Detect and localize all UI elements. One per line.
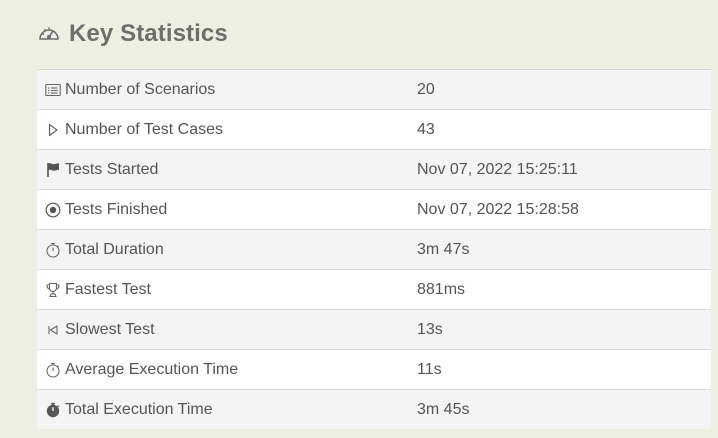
page-title: Key Statistics xyxy=(69,20,228,47)
stat-label: Tests Started xyxy=(65,160,159,178)
list-card-icon xyxy=(45,82,61,98)
skip-back-icon xyxy=(45,322,61,338)
stat-value: 20 xyxy=(417,80,435,98)
stat-label: Tests Finished xyxy=(65,200,168,218)
flag-icon xyxy=(45,162,61,178)
stat-value: 3m 45s xyxy=(417,400,470,418)
table-row: Total Execution Time 3m 45s xyxy=(37,390,711,429)
stat-value: Nov 07, 2022 15:25:11 xyxy=(417,160,578,178)
stat-value: 43 xyxy=(417,120,435,138)
table-row: Fastest Test 881ms xyxy=(37,270,711,310)
record-circle-icon xyxy=(45,202,61,218)
stopwatch-filled-icon xyxy=(45,402,61,418)
stopwatch-icon xyxy=(45,242,61,258)
table-row: Number of Scenarios 20 xyxy=(37,70,711,110)
stats-table: Number of Scenarios 20 Number of Test Ca… xyxy=(37,69,711,429)
stat-label: Slowest Test xyxy=(65,320,155,338)
stat-value: 881ms xyxy=(417,280,466,298)
trophy-icon xyxy=(45,282,61,298)
stat-label: Fastest Test xyxy=(65,280,151,298)
table-row: Number of Test Cases 43 xyxy=(37,110,711,150)
table-row: Total Duration 3m 47s xyxy=(37,230,711,270)
table-row: Tests Started Nov 07, 2022 15:25:11 xyxy=(37,150,711,190)
stat-label: Number of Test Cases xyxy=(65,120,223,138)
table-row: Slowest Test 13s xyxy=(37,310,711,350)
stat-value: 13s xyxy=(417,320,443,338)
stat-label: Total Duration xyxy=(65,240,164,258)
speedometer-icon xyxy=(37,21,63,47)
table-row: Average Execution Time 11s xyxy=(37,350,711,390)
table-row: Tests Finished Nov 07, 2022 15:28:58 xyxy=(37,190,711,230)
stat-label: Number of Scenarios xyxy=(65,80,216,98)
stat-label: Average Execution Time xyxy=(65,360,239,378)
section-header: Key Statistics xyxy=(37,19,228,49)
stat-value: 3m 47s xyxy=(417,240,470,258)
stat-value: Nov 07, 2022 15:28:58 xyxy=(417,200,579,218)
play-outline-icon xyxy=(45,122,61,138)
stopwatch-icon xyxy=(45,362,61,378)
stat-value: 11s xyxy=(417,360,442,378)
stat-label: Total Execution Time xyxy=(65,400,213,418)
